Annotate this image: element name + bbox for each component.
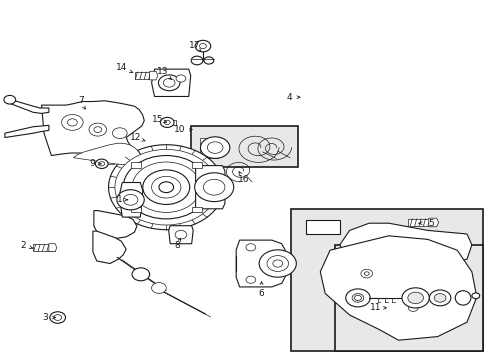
Circle shape — [132, 268, 149, 281]
Circle shape — [142, 170, 189, 204]
Circle shape — [123, 194, 138, 205]
Circle shape — [176, 75, 185, 82]
Circle shape — [407, 304, 417, 311]
Circle shape — [132, 162, 200, 212]
Polygon shape — [236, 240, 285, 287]
Polygon shape — [168, 226, 193, 244]
Circle shape — [360, 269, 372, 278]
Text: 5: 5 — [427, 219, 433, 228]
Circle shape — [272, 260, 282, 267]
Polygon shape — [149, 71, 158, 80]
Polygon shape — [151, 69, 190, 96]
Polygon shape — [135, 72, 154, 79]
Polygon shape — [191, 207, 201, 212]
Circle shape — [351, 294, 363, 302]
Circle shape — [89, 123, 106, 136]
Circle shape — [199, 44, 206, 49]
Text: 4: 4 — [286, 93, 292, 102]
Text: 8: 8 — [174, 241, 180, 250]
Text: 13: 13 — [156, 68, 168, 77]
Circle shape — [95, 159, 108, 168]
Circle shape — [471, 293, 479, 299]
Circle shape — [207, 142, 223, 153]
Circle shape — [401, 288, 428, 308]
Circle shape — [407, 292, 423, 304]
Polygon shape — [41, 101, 144, 159]
Polygon shape — [73, 143, 142, 165]
Bar — [334, 245, 482, 351]
Circle shape — [195, 40, 210, 52]
Circle shape — [67, 119, 77, 126]
Text: 2: 2 — [20, 241, 26, 250]
Circle shape — [115, 149, 217, 225]
Circle shape — [54, 315, 61, 320]
Circle shape — [203, 179, 224, 195]
Polygon shape — [49, 244, 57, 252]
Circle shape — [163, 78, 175, 87]
Circle shape — [151, 283, 166, 293]
Circle shape — [158, 75, 180, 91]
Circle shape — [123, 156, 209, 219]
Circle shape — [203, 57, 213, 64]
Circle shape — [99, 162, 104, 166]
Polygon shape — [339, 223, 471, 310]
Polygon shape — [131, 207, 141, 212]
Circle shape — [354, 295, 361, 300]
Circle shape — [245, 244, 255, 251]
Circle shape — [245, 276, 255, 283]
Polygon shape — [428, 218, 438, 227]
Circle shape — [108, 145, 224, 230]
Circle shape — [112, 128, 127, 139]
Circle shape — [428, 290, 450, 306]
Polygon shape — [191, 162, 201, 168]
Circle shape — [117, 190, 144, 210]
Circle shape — [61, 114, 83, 130]
Text: 11: 11 — [369, 303, 381, 312]
Circle shape — [151, 176, 181, 198]
Ellipse shape — [454, 291, 470, 305]
Circle shape — [364, 272, 368, 275]
Text: 15: 15 — [151, 115, 163, 124]
Polygon shape — [5, 125, 49, 138]
Circle shape — [175, 230, 186, 239]
Circle shape — [164, 120, 170, 125]
Circle shape — [160, 117, 174, 127]
Circle shape — [159, 182, 173, 193]
Polygon shape — [50, 312, 65, 323]
Polygon shape — [119, 183, 142, 217]
Circle shape — [191, 56, 203, 65]
Text: 10: 10 — [174, 125, 185, 134]
Circle shape — [266, 256, 288, 271]
Text: 7: 7 — [78, 96, 83, 105]
Circle shape — [194, 173, 233, 202]
Bar — [190, 126, 298, 167]
Polygon shape — [195, 166, 224, 209]
Text: 9: 9 — [89, 159, 95, 168]
Polygon shape — [407, 219, 434, 226]
Text: 16: 16 — [237, 175, 249, 184]
Bar — [290, 209, 482, 351]
Polygon shape — [200, 138, 217, 158]
Circle shape — [433, 294, 445, 302]
Polygon shape — [5, 98, 49, 113]
Circle shape — [200, 137, 229, 158]
Polygon shape — [131, 162, 141, 168]
Circle shape — [50, 312, 65, 323]
Polygon shape — [94, 211, 137, 238]
Circle shape — [345, 289, 369, 307]
Polygon shape — [164, 120, 176, 125]
Circle shape — [259, 250, 296, 277]
Text: 3: 3 — [42, 313, 48, 322]
Text: 17: 17 — [188, 40, 200, 49]
Text: 1: 1 — [117, 195, 122, 204]
Polygon shape — [305, 220, 339, 234]
Circle shape — [94, 127, 102, 132]
Polygon shape — [320, 236, 476, 340]
Polygon shape — [93, 231, 126, 264]
Text: 6: 6 — [258, 289, 264, 298]
Text: 14: 14 — [115, 63, 127, 72]
Circle shape — [4, 95, 16, 104]
Polygon shape — [33, 244, 53, 251]
Text: 12: 12 — [130, 133, 142, 142]
